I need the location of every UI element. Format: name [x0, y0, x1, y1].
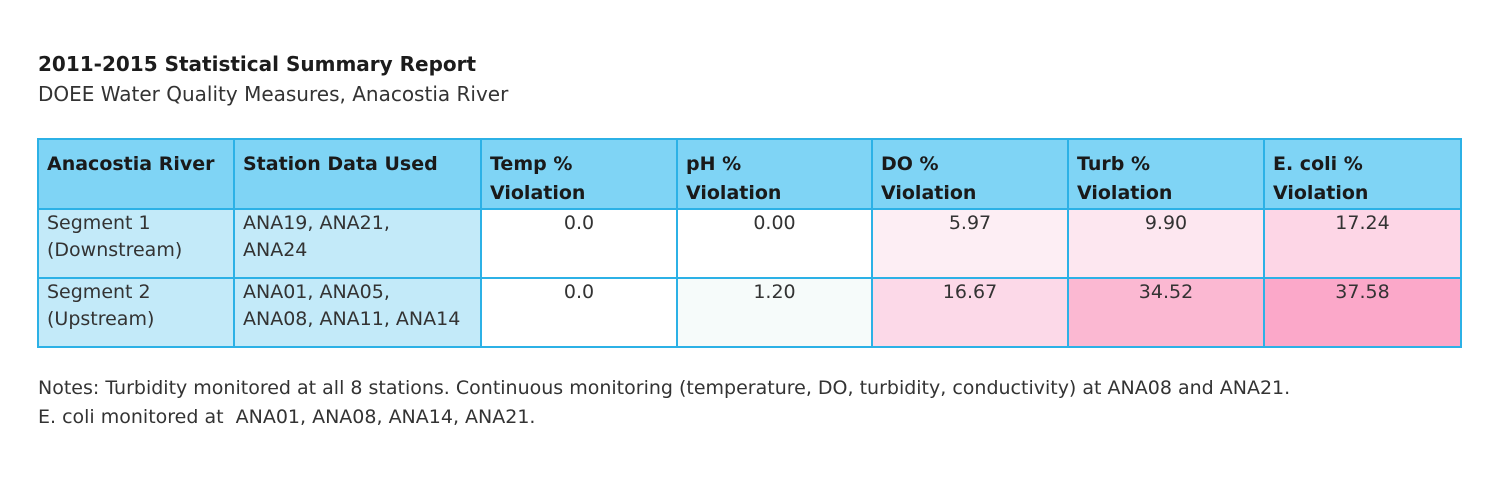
temp-violation-cell: 0.0	[480, 277, 678, 348]
do-violation-cell: 16.67	[871, 277, 1069, 348]
notes: Notes: Turbidity monitored at all 8 stat…	[38, 374, 1290, 432]
turb-violation-cell: 34.52	[1067, 277, 1265, 348]
header-ecoli-violation: E. coli % Violation	[1263, 138, 1462, 210]
report-title: 2011-2015 Statistical Summary Report	[38, 52, 477, 76]
header-station-data-used: Station Data Used	[233, 138, 482, 210]
ph-violation-cell: 1.20	[676, 277, 873, 348]
header-temp-violation: Temp % Violation	[480, 138, 678, 210]
header-do-violation: DO % Violation	[871, 138, 1069, 210]
do-violation-cell: 5.97	[871, 208, 1069, 279]
temp-violation-cell: 0.0	[480, 208, 678, 279]
table-header-row: Anacostia River Station Data Used Temp %…	[37, 138, 1462, 210]
segment-cell: Segment 2 (Upstream)	[37, 277, 235, 348]
header-turb-violation: Turb % Violation	[1067, 138, 1265, 210]
notes-line-2: E. coli monitored at ANA01, ANA08, ANA14…	[38, 406, 536, 428]
ph-violation-cell: 0.00	[676, 208, 873, 279]
table-row: Segment 1 (Downstream) ANA19, ANA21, ANA24…	[37, 208, 1462, 279]
stations-cell: ANA19, ANA21, ANA24	[233, 208, 482, 279]
table-row: Segment 2 (Upstream) ANA01, ANA05, ANA08, …	[37, 277, 1462, 348]
header-ph-violation: pH % Violation	[676, 138, 873, 210]
notes-line-1: Notes: Turbidity monitored at all 8 stat…	[38, 377, 1291, 399]
summary-table: Anacostia River Station Data Used Temp %…	[37, 138, 1462, 348]
ecoli-violation-cell: 17.24	[1263, 208, 1462, 279]
turb-violation-cell: 9.90	[1067, 208, 1265, 279]
ecoli-violation-cell: 37.58	[1263, 277, 1462, 348]
header-anacostia-river: Anacostia River	[37, 138, 235, 210]
stations-cell: ANA01, ANA05, ANA08, ANA11, ANA14	[233, 277, 482, 348]
report-subtitle: DOEE Water Quality Measures, Anacostia R…	[38, 82, 509, 106]
segment-cell: Segment 1 (Downstream)	[37, 208, 235, 279]
